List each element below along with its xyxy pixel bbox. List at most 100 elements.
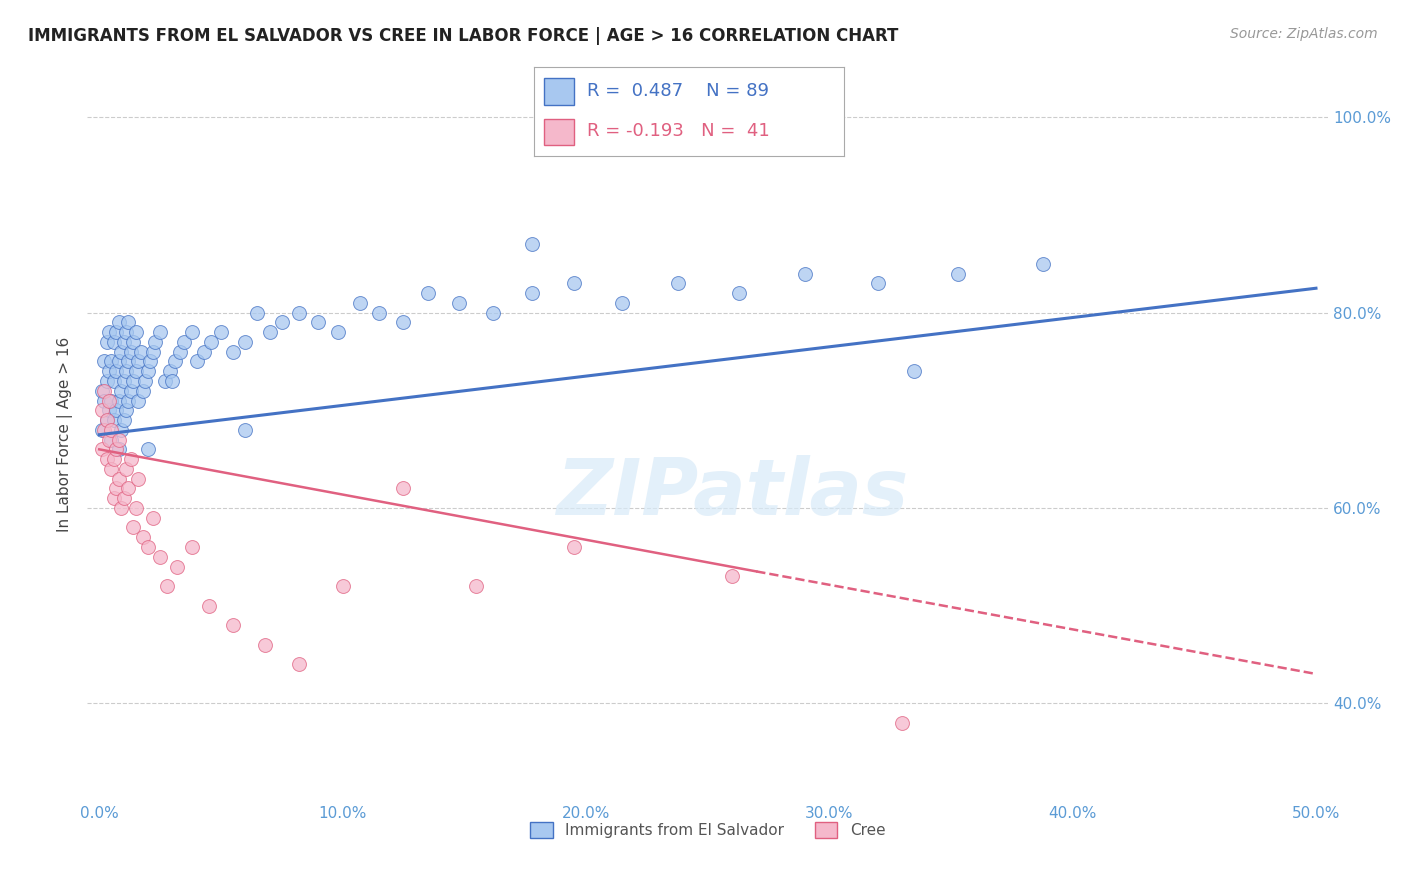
Point	[105, 482, 128, 496]
Point	[122, 334, 145, 349]
Point	[903, 364, 925, 378]
Point	[115, 403, 138, 417]
Point	[96, 374, 118, 388]
Point	[522, 286, 544, 301]
Point	[100, 354, 122, 368]
Point	[562, 277, 585, 291]
Point	[105, 325, 128, 339]
Point	[159, 364, 181, 378]
Point	[233, 334, 256, 349]
Point	[103, 334, 125, 349]
FancyBboxPatch shape	[544, 78, 575, 105]
Point	[136, 442, 159, 457]
Point	[349, 296, 371, 310]
Point	[392, 315, 415, 329]
Point	[103, 491, 125, 505]
Point	[162, 374, 184, 388]
Point	[186, 354, 208, 368]
Point	[721, 569, 744, 583]
Point	[143, 334, 166, 349]
FancyBboxPatch shape	[544, 119, 575, 145]
Point	[117, 393, 139, 408]
Point	[222, 344, 245, 359]
Point	[98, 364, 121, 378]
Point	[100, 423, 122, 437]
Point	[120, 452, 142, 467]
Point	[96, 452, 118, 467]
Text: Source: ZipAtlas.com: Source: ZipAtlas.com	[1230, 27, 1378, 41]
Y-axis label: In Labor Force | Age > 16: In Labor Force | Age > 16	[58, 337, 73, 533]
Point	[392, 482, 415, 496]
Point	[107, 354, 129, 368]
Point	[259, 325, 281, 339]
Point	[117, 482, 139, 496]
Point	[117, 315, 139, 329]
Point	[166, 559, 188, 574]
Point	[110, 384, 132, 398]
Point	[193, 344, 215, 359]
Point	[149, 549, 172, 564]
Point	[107, 433, 129, 447]
Point	[96, 413, 118, 427]
Point	[465, 579, 488, 593]
Point	[125, 500, 148, 515]
Point	[948, 267, 970, 281]
Point	[98, 433, 121, 447]
Point	[142, 344, 165, 359]
Text: ZIPatlas: ZIPatlas	[557, 455, 908, 532]
Point	[107, 442, 129, 457]
Point	[90, 423, 112, 437]
Point	[307, 315, 329, 329]
Point	[125, 325, 148, 339]
Point	[110, 500, 132, 515]
Point	[1032, 257, 1054, 271]
Point	[288, 305, 311, 319]
Point	[103, 452, 125, 467]
Point	[98, 393, 121, 408]
Point	[112, 374, 135, 388]
Text: IMMIGRANTS FROM EL SALVADOR VS CREE IN LABOR FORCE | AGE > 16 CORRELATION CHART: IMMIGRANTS FROM EL SALVADOR VS CREE IN L…	[28, 27, 898, 45]
Point	[93, 423, 115, 437]
Point	[794, 267, 817, 281]
Point	[233, 423, 256, 437]
Point	[153, 374, 176, 388]
Point	[107, 393, 129, 408]
Point	[612, 296, 634, 310]
Point	[90, 442, 112, 457]
Point	[728, 286, 751, 301]
Point	[149, 325, 172, 339]
Point	[270, 315, 292, 329]
Point	[891, 715, 914, 730]
Point	[107, 472, 129, 486]
Point	[93, 393, 115, 408]
Point	[105, 403, 128, 417]
Legend: Immigrants from El Salvador, Cree: Immigrants from El Salvador, Cree	[524, 816, 891, 845]
Point	[122, 520, 145, 534]
Point	[368, 305, 391, 319]
Point	[105, 364, 128, 378]
Point	[222, 618, 245, 632]
Point	[112, 334, 135, 349]
Point	[96, 413, 118, 427]
Point	[482, 305, 505, 319]
Point	[169, 344, 191, 359]
Point	[416, 286, 439, 301]
Point	[90, 403, 112, 417]
Point	[120, 344, 142, 359]
Point	[288, 657, 311, 672]
Point	[156, 579, 179, 593]
Point	[93, 354, 115, 368]
Point	[136, 364, 159, 378]
Point	[142, 510, 165, 524]
Point	[173, 334, 195, 349]
Point	[96, 334, 118, 349]
Point	[180, 325, 202, 339]
Point	[127, 393, 149, 408]
Point	[93, 384, 115, 398]
Point	[107, 315, 129, 329]
Point	[253, 638, 276, 652]
Point	[103, 374, 125, 388]
Point	[110, 344, 132, 359]
Point	[117, 354, 139, 368]
Point	[449, 296, 471, 310]
